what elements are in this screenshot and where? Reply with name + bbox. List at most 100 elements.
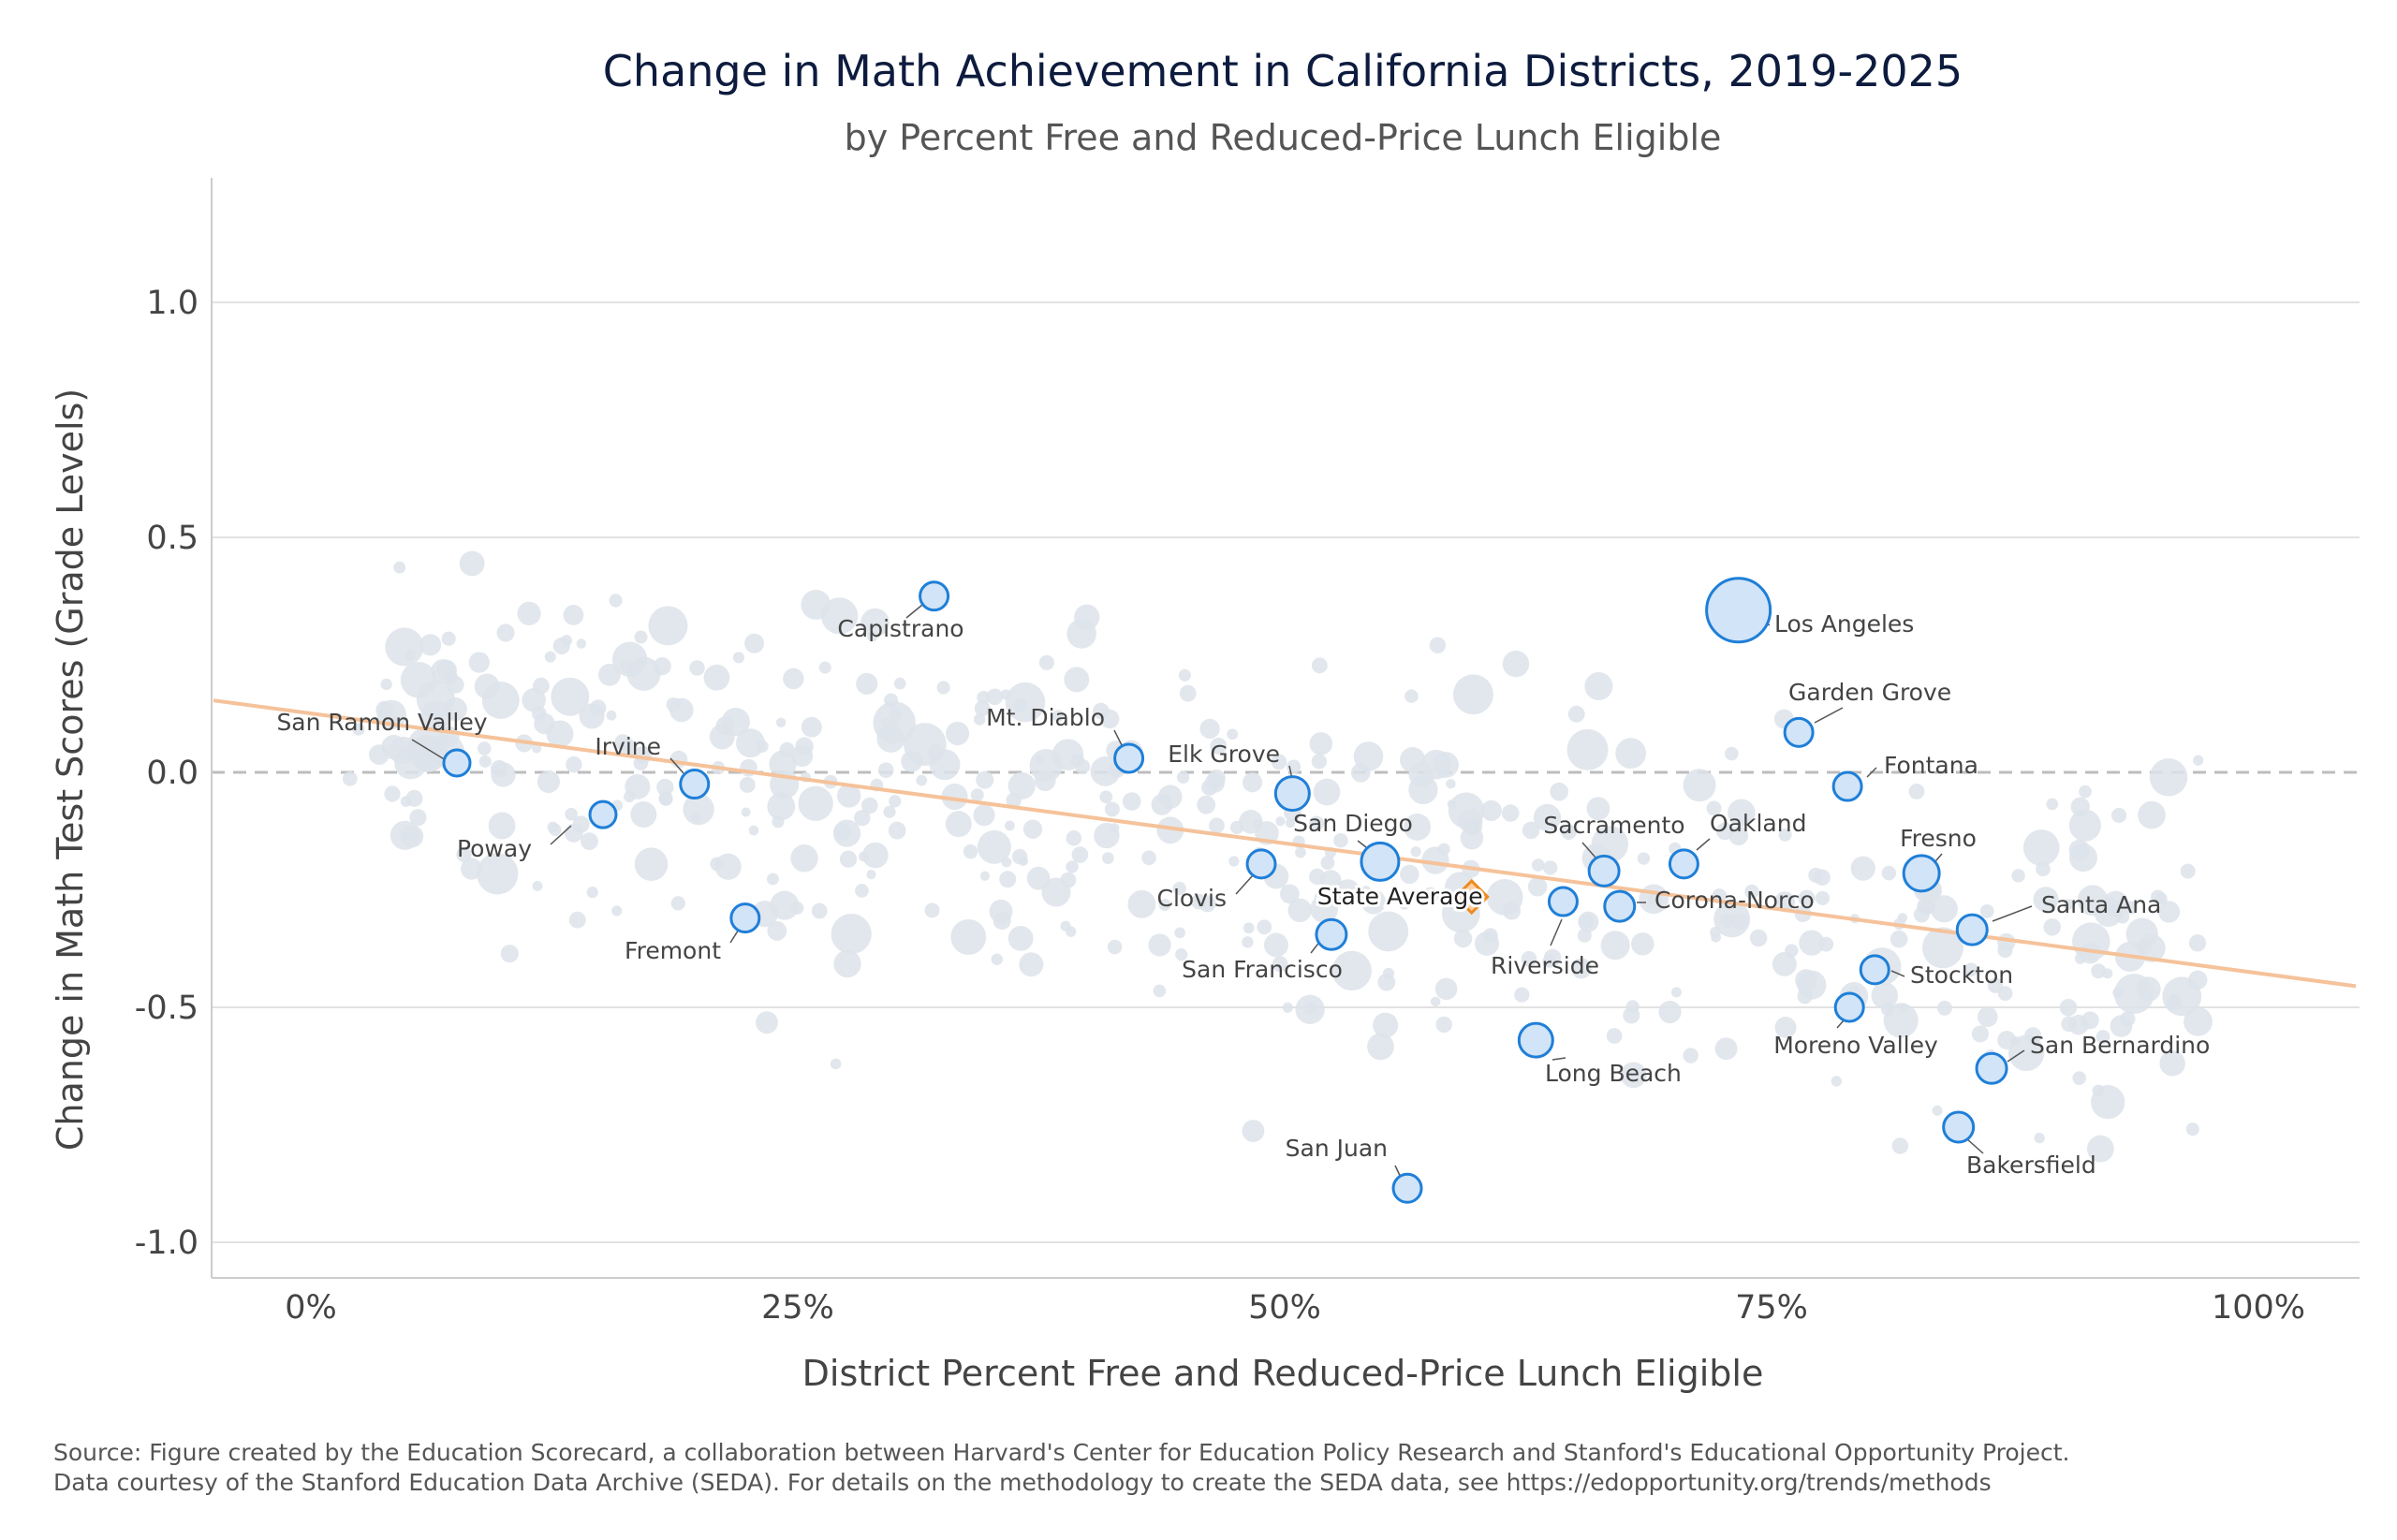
background-district-point	[2080, 942, 2101, 964]
background-district-point	[795, 737, 814, 756]
background-district-point	[1071, 846, 1089, 863]
background-district-point	[1158, 898, 1171, 911]
background-district-point	[732, 652, 745, 664]
leader-line-riverside	[1550, 918, 1563, 946]
background-district-point	[831, 913, 872, 955]
background-district-point	[2072, 1071, 2086, 1085]
background-district-point	[1320, 856, 1335, 871]
background-district-point	[1637, 852, 1651, 865]
background-district-point	[1382, 967, 1395, 979]
background-district-point	[1522, 821, 1540, 840]
background-district-point	[1199, 718, 1220, 740]
background-district-point	[1314, 889, 1330, 905]
background-district-point	[941, 783, 968, 811]
background-district-point	[1022, 819, 1043, 839]
district-point-bakersfield	[1942, 1110, 1976, 1144]
background-district-point	[986, 688, 1004, 706]
background-district-point	[393, 561, 406, 574]
background-district-point	[565, 807, 578, 821]
background-district-point	[478, 755, 492, 768]
leader-line-bakersfield	[1965, 1137, 1984, 1154]
background-district-point	[384, 785, 401, 802]
background-district-point	[586, 886, 598, 899]
background-district-point	[1429, 637, 1447, 653]
background-district-point	[736, 728, 766, 758]
district-label-san-bernardino: San Bernardino	[2030, 1032, 2210, 1059]
background-district-point	[979, 871, 990, 881]
background-district-point	[1090, 756, 1121, 786]
background-district-point	[854, 809, 871, 827]
background-district-point	[1421, 846, 1449, 874]
background-district-point	[2022, 829, 2060, 866]
background-district-point	[929, 749, 961, 781]
y-tick-label: -0.5	[135, 990, 199, 1027]
leader-line-garden-grove	[1814, 707, 1844, 724]
district-point-san-bernardino	[1975, 1051, 2008, 1085]
background-district-point	[1066, 619, 1096, 649]
background-district-point	[1368, 911, 1409, 952]
district-labels: San Ramon Valley Poway Irvine Fremont Capist…	[276, 610, 2210, 1179]
background-district-point	[1460, 826, 1484, 850]
y-tick-label: 0.0	[146, 755, 199, 792]
background-district-point	[715, 716, 734, 736]
background-district-point	[1005, 820, 1015, 831]
background-district-point	[2096, 1030, 2110, 1044]
background-district-point	[532, 880, 543, 891]
background-district-point	[634, 847, 669, 881]
background-district-point	[890, 708, 903, 721]
background-district-point	[893, 677, 906, 690]
background-district-point	[1458, 808, 1483, 833]
background-district-point	[836, 784, 861, 808]
background-district-point	[385, 627, 424, 667]
district-label-bakersfield: Bakersfield	[1966, 1151, 2096, 1179]
background-district-point	[1026, 866, 1051, 890]
background-district-point	[1038, 654, 1054, 670]
district-label-riverside: Riverside	[1491, 952, 1599, 979]
background-district-point	[609, 594, 623, 608]
background-district-point	[866, 870, 876, 880]
background-district-point	[798, 785, 833, 821]
background-district-point	[691, 813, 701, 823]
background-district-point	[1313, 778, 1341, 806]
background-district-point	[2188, 934, 2207, 952]
district-point-clovis	[1245, 848, 1277, 880]
district-label-garden-grove: Garden Grove	[1788, 679, 1951, 706]
background-district-point	[653, 657, 671, 676]
background-district-point	[1242, 1120, 1265, 1143]
background-district-point	[1706, 800, 1722, 816]
y-tick-label: 0.5	[146, 520, 199, 557]
background-district-point	[369, 744, 390, 765]
background-district-point	[2188, 970, 2208, 990]
background-district-point	[1005, 682, 1046, 723]
background-district-point	[2168, 993, 2182, 1007]
background-district-point	[2111, 807, 2127, 824]
background-district-point	[563, 605, 584, 625]
background-district-point	[2120, 1011, 2136, 1027]
background-district-point	[689, 660, 705, 676]
background-district-point	[1797, 970, 1827, 1000]
background-district-point	[1400, 864, 1419, 885]
background-district-point	[1898, 1003, 1908, 1013]
leader-line-oakland	[1696, 838, 1711, 851]
background-district-point	[1373, 1012, 1399, 1038]
background-district-point	[1367, 1033, 1394, 1061]
background-district-point	[2149, 758, 2188, 797]
background-district-point	[916, 774, 928, 786]
background-district-point	[1446, 778, 1456, 789]
background-district-point	[547, 821, 559, 833]
background-district-point	[683, 793, 714, 826]
background-district-point	[973, 713, 986, 726]
x-tick-label: 75%	[1735, 1289, 1808, 1327]
background-district-point	[830, 1058, 842, 1070]
trend-line	[213, 698, 2357, 989]
background-district-point	[1404, 813, 1432, 841]
background-district-point	[1151, 794, 1173, 815]
background-district-point	[1774, 891, 1796, 913]
background-district-point	[581, 832, 598, 851]
background-district-point	[551, 677, 590, 716]
leader-line-poway	[550, 825, 572, 845]
background-district-point	[1600, 931, 1630, 961]
background-district-point	[1778, 828, 1792, 842]
leader-line-santa-ana	[1992, 905, 2033, 922]
district-label-stockton: Stockton	[1910, 961, 2013, 989]
